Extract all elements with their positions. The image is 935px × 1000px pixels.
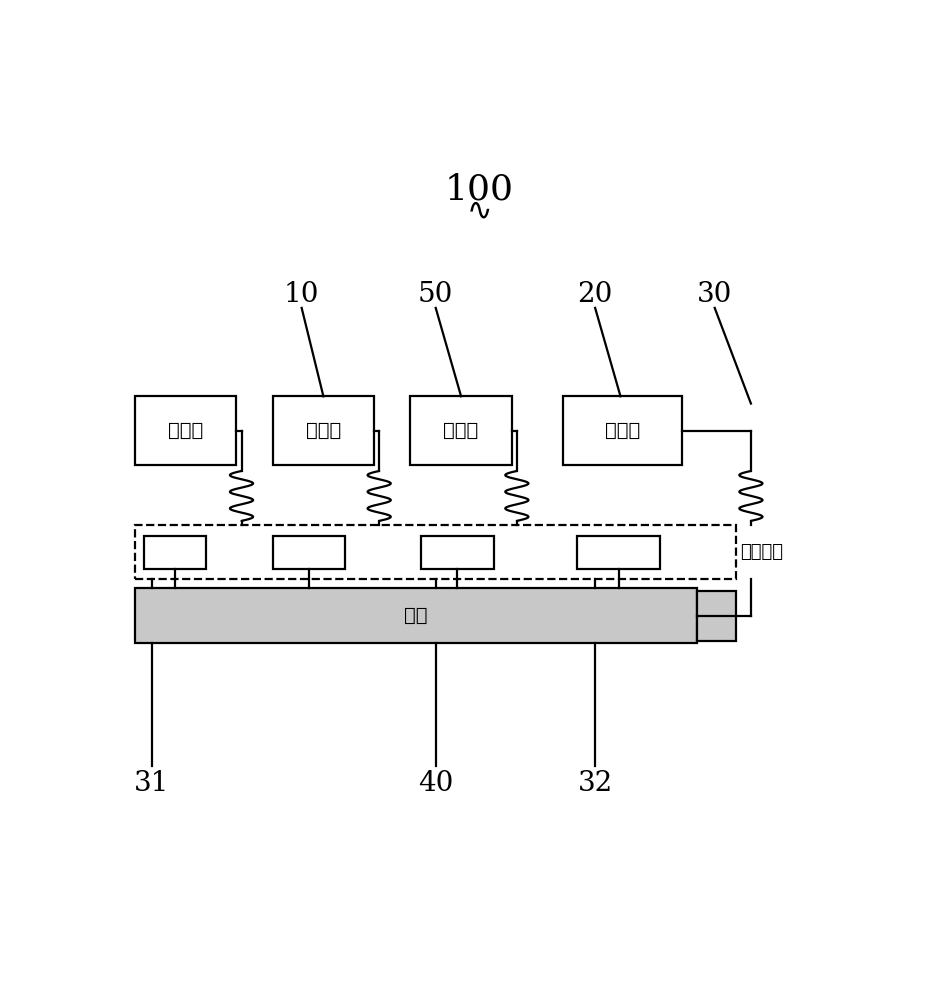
Text: ∿: ∿ [467, 197, 492, 226]
Bar [563, 396, 683, 465]
Text: 100: 100 [445, 173, 513, 207]
Text: 50: 50 [418, 281, 453, 308]
Bar [577, 536, 660, 569]
Bar [273, 536, 345, 569]
Bar [410, 396, 511, 465]
Text: 31: 31 [134, 770, 169, 797]
Text: 绦缘装置: 绦缘装置 [741, 543, 783, 561]
Text: 车架: 车架 [404, 606, 427, 625]
Bar [144, 536, 206, 569]
Text: 电池笱: 电池笱 [306, 421, 341, 440]
Bar [697, 591, 737, 641]
Bar [135, 396, 237, 465]
Text: 电池笱: 电池笱 [443, 421, 479, 440]
Text: 电池笱: 电池笱 [168, 421, 203, 440]
Text: 30: 30 [697, 281, 732, 308]
Text: 20: 20 [578, 281, 612, 308]
Bar [273, 396, 374, 465]
Bar [421, 536, 494, 569]
Bar [135, 525, 737, 579]
Text: 32: 32 [578, 770, 612, 797]
Bar [135, 588, 697, 643]
Text: 控制笱: 控制笱 [605, 421, 640, 440]
Text: 40: 40 [418, 770, 453, 797]
Text: 10: 10 [284, 281, 320, 308]
